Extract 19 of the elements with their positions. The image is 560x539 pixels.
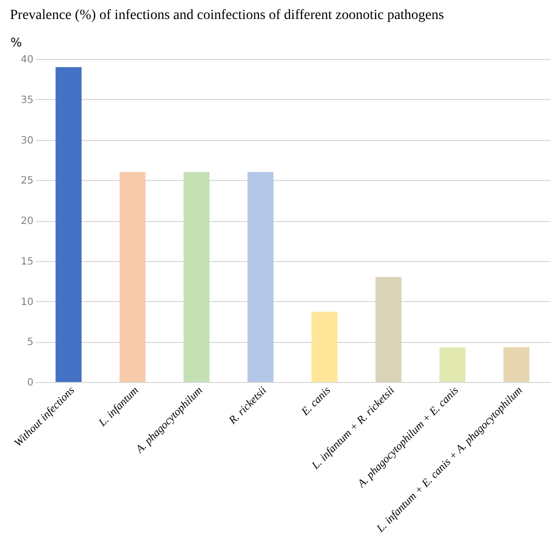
y-tick-label: 15 <box>20 256 34 268</box>
y-tick-label: 35 <box>20 94 34 106</box>
y-tick-label: 5 <box>27 337 34 348</box>
bar <box>248 172 274 382</box>
bar <box>56 67 82 382</box>
bar <box>503 347 530 382</box>
y-axis-title: % <box>10 36 22 50</box>
y-tick-label: 40 <box>20 54 34 66</box>
bar <box>311 312 338 382</box>
bar <box>184 172 210 382</box>
y-tick-label: 30 <box>20 135 34 146</box>
bar <box>439 347 466 382</box>
bar <box>120 172 146 382</box>
y-tick-label: 10 <box>20 296 34 308</box>
chart-title: Prevalence (%) of infections and coinfections of different zoonotic pathogens <box>10 8 444 23</box>
y-tick-label: 0 <box>27 378 34 388</box>
y-tick-label: 25 <box>20 176 34 187</box>
bar <box>375 277 402 382</box>
y-tick-label: 20 <box>20 216 34 227</box>
